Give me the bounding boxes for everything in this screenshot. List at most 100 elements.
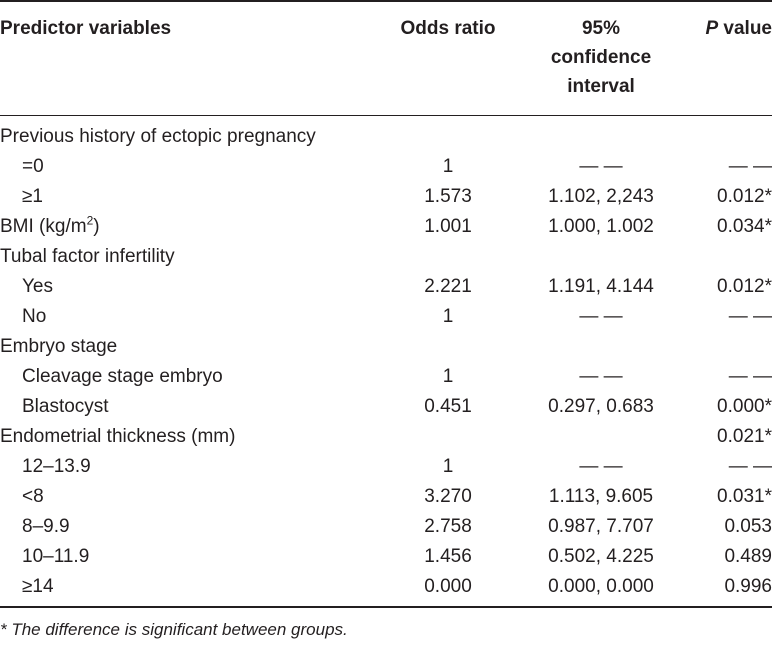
row-label-text: No [22, 306, 47, 327]
header-ci-line2: confidence [550, 47, 652, 68]
confidence-interval-cell: — — [579, 366, 623, 387]
row-label: Blastocyst [0, 392, 372, 422]
row-label-tail: ) [93, 216, 100, 237]
odds-ratio-table: Predictor variables Odds ratio 95% confi… [0, 2, 772, 115]
odds-ratio-body: Previous history of ectopic pregnancy =0 1… [0, 116, 772, 602]
confidence-interval-cell [524, 116, 678, 152]
table-row: Yes 2.221 1.191, 4.144 0.012* [0, 272, 772, 302]
row-label: Embryo stage [0, 332, 372, 362]
row-label-text: Yes [22, 276, 53, 297]
row-label: BMI (kg/m2) [0, 212, 372, 242]
row-label: No [0, 302, 372, 332]
header-p-italic: P [705, 18, 719, 39]
odds-ratio-cell: 1.456 [424, 546, 472, 567]
table-row: ≥1 1.573 1.102, 2,243 0.012* [0, 182, 772, 212]
row-label-text: ≥14 [22, 576, 54, 597]
odds-ratio-cell [372, 332, 524, 362]
top-rule [0, 0, 772, 2]
odds-ratio-cell: 1 [442, 306, 454, 327]
confidence-interval-cell: 1.191, 4.144 [548, 276, 654, 297]
table-footnote: * The difference is significant between … [0, 620, 348, 639]
p-value-cell: 0.034* [717, 216, 772, 237]
p-value-cell [678, 332, 772, 362]
odds-ratio-cell: 1.001 [424, 216, 472, 237]
row-label-text: ≥1 [22, 186, 43, 207]
row-label: Endometrial thickness (mm) [0, 422, 372, 452]
confidence-interval-cell: 1.113, 9.605 [548, 486, 654, 507]
header-odds-ratio: Odds ratio [400, 18, 496, 39]
header-ci-line3: interval [567, 76, 635, 97]
p-value-cell [678, 242, 772, 272]
table-row: Cleavage stage embryo 1 — — — — [0, 362, 772, 392]
table-row: BMI (kg/m2) 1.001 1.000, 1.002 0.034* [0, 212, 772, 242]
confidence-interval-cell: 1.000, 1.002 [548, 216, 654, 237]
row-label-text: 10–11.9 [22, 546, 90, 567]
regression-table: Predictor variables Odds ratio 95% confi… [0, 0, 772, 608]
row-label: 12–13.9 [0, 452, 372, 482]
p-value-cell: 0.489 [724, 546, 772, 567]
row-label-text: Previous history of ectopic pregnancy [0, 126, 316, 147]
confidence-interval-cell [524, 242, 678, 272]
row-label: Tubal factor infertility [0, 242, 372, 272]
row-label-text: Embryo stage [0, 336, 118, 357]
row-label: <8 [0, 482, 372, 512]
p-value-cell: 0.996 [724, 576, 772, 597]
row-label-text: =0 [22, 156, 44, 177]
odds-ratio-cell [372, 242, 524, 272]
table-row: Endometrial thickness (mm) 0.021* [0, 422, 772, 452]
row-label-text: Tubal factor infertility [0, 246, 175, 267]
odds-ratio-cell [372, 116, 524, 152]
table-row: Embryo stage [0, 332, 772, 362]
header-ci-line1: 95% [581, 18, 621, 39]
odds-ratio-cell: 1.573 [424, 186, 472, 207]
header-p-rest: value [718, 18, 772, 39]
p-value-cell: 0.031* [717, 486, 772, 507]
p-value-cell: 0.053 [724, 516, 772, 537]
header-rule [0, 115, 772, 116]
table-row: 8–9.9 2.758 0.987, 7.707 0.053 [0, 512, 772, 542]
confidence-interval-cell: 0.502, 4.225 [548, 546, 654, 567]
odds-ratio-cell: 2.221 [424, 276, 472, 297]
confidence-interval-cell [524, 422, 678, 452]
header-row: Predictor variables Odds ratio 95% confi… [0, 2, 772, 115]
p-value-cell: 0.021* [717, 426, 772, 447]
confidence-interval-cell: — — [579, 306, 623, 327]
row-label-text: <8 [22, 486, 44, 507]
table-row: <8 3.270 1.113, 9.605 0.031* [0, 482, 772, 512]
row-label-text: BMI (kg/m [0, 216, 87, 237]
row-label: ≥1 [0, 182, 372, 212]
odds-ratio-cell: 1 [442, 366, 454, 387]
confidence-interval-cell [524, 332, 678, 362]
row-label: Yes [0, 272, 372, 302]
row-label-text: 12–13.9 [22, 456, 91, 477]
table-body: Previous history of ectopic pregnancy =0 1… [0, 116, 772, 602]
confidence-interval-cell: 0.000, 0.000 [548, 576, 654, 597]
odds-ratio-cell [372, 422, 524, 452]
confidence-interval-cell: 0.987, 7.707 [548, 516, 654, 537]
table-row: 12–13.9 1 — — — — [0, 452, 772, 482]
odds-ratio-cell: 1 [442, 456, 454, 477]
p-value-cell: 0.012* [717, 276, 772, 297]
table-row: 10–11.9 1.456 0.502, 4.225 0.489 [0, 542, 772, 572]
p-value-cell: — — [728, 366, 772, 387]
table-row: Blastocyst 0.451 0.297, 0.683 0.000* [0, 392, 772, 422]
p-value-cell: 0.000* [717, 396, 772, 417]
table-row: No 1 — — — — [0, 302, 772, 332]
header-confidence-interval: 95% confidence interval [524, 2, 678, 115]
confidence-interval-cell: 0.297, 0.683 [548, 396, 654, 417]
row-label-text: Blastocyst [22, 396, 109, 417]
row-label: 8–9.9 [0, 512, 372, 542]
table-row: =0 1 — — — — [0, 152, 772, 182]
odds-ratio-cell: 0.451 [424, 396, 472, 417]
p-value-cell: — — [728, 456, 772, 477]
odds-ratio-cell: 0.000 [424, 576, 472, 597]
confidence-interval-cell: 1.102, 2,243 [548, 186, 654, 207]
table-row: Tubal factor infertility [0, 242, 772, 272]
odds-ratio-cell: 3.270 [424, 486, 472, 507]
confidence-interval-cell: — — [579, 156, 623, 177]
p-value-cell [678, 116, 772, 152]
row-label-text: 8–9.9 [22, 516, 70, 537]
row-label: Previous history of ectopic pregnancy [0, 116, 372, 152]
row-label-superscript: 2 [86, 213, 94, 228]
row-label-text: Endometrial thickness (mm) [0, 426, 236, 447]
